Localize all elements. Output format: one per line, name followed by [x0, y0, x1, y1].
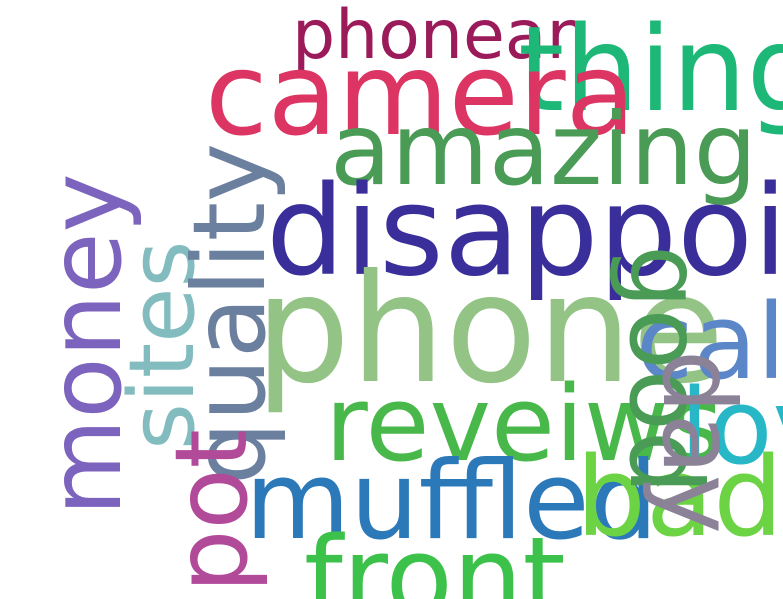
word-call: call — [636, 281, 783, 403]
word-day: day — [640, 350, 757, 534]
word-thing: thing — [518, 0, 783, 138]
word-amazing: amazing — [330, 91, 758, 208]
word-camera: camera — [205, 28, 636, 161]
word-phonean: phonean — [292, 0, 590, 75]
word-bad: bad — [576, 433, 783, 561]
word-love: love — [680, 366, 783, 488]
word-reveiws: reveiws — [325, 363, 724, 485]
word-pot: pot — [153, 429, 270, 593]
word-muffled: muffled — [245, 439, 659, 564]
word-phone: phone — [255, 243, 725, 417]
word-front: front — [304, 513, 566, 599]
word-disappoint: disappoint — [266, 160, 783, 304]
